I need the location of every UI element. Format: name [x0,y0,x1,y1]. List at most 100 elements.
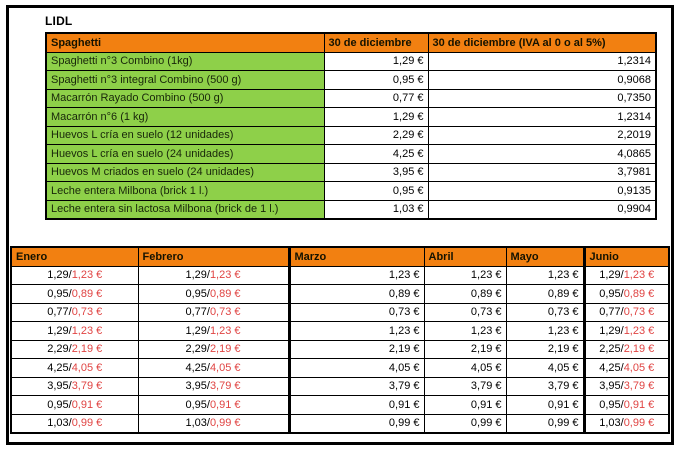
new-price: 0,73 € [623,306,655,319]
old-price: 0,95/ [599,287,624,300]
abril-price-cell: 2,19 € [423,339,507,359]
month-header-febrero: Febrero [137,246,291,267]
junio-price-cell: 1,29/1,23 € [583,265,670,285]
mayo-price-cell: 0,73 € [505,302,586,322]
marzo-price-cell: 4,05 € [288,358,425,378]
old-price: 2,25/ [599,343,624,356]
month-header-marzo: Marzo [288,246,425,267]
old-price: 0,95/ [599,398,624,411]
enero-price-cell: 1,29/1,23 € [10,321,139,341]
price-cell: 0,95 € [323,70,429,90]
product-cell: Leche entera Milbona (brick 1 l.) [45,181,325,201]
price-table-body: Spaghetti n°3 Combino (1kg) 1,29 €1,2314 S… [45,51,657,220]
febrero-price-cell: 3,95/3,79 € [137,376,291,396]
old-price: 4,25/ [47,361,72,374]
price-iva-cell: 0,7350 [427,88,657,108]
price-row: Macarrón n°6 (1 kg) 1,29 €1,2314 [45,107,657,127]
store-title: LIDL [45,14,73,28]
price-row: Huevos L cría en suelo (24 unidades) 4,25… [45,144,657,164]
price-cell: 3,95 € [323,162,429,182]
new-price: 4,05 € [209,361,241,374]
month-header-enero: Enero [10,246,139,267]
junio-price-cell: 4,25/4,05 € [583,358,670,378]
month-price-row: 3,95/3,79 €3,95/3,79 €3,79 €3,79 €3,79 €… [10,376,670,396]
months-table-body: 1,29/1,23 €1,29/1,23 €1,23 €1,23 €1,23 €… [10,265,670,434]
old-price: 0,95/ [47,287,72,300]
new-price: 4,05 € [71,361,103,374]
new-price: 2,19 € [209,343,241,356]
junio-price-cell: 1,29/1,23 € [583,321,670,341]
abril-price-cell: 3,79 € [423,376,507,396]
new-price: 1,23 € [623,324,655,337]
enero-price-cell: 0,95/0,91 € [10,395,139,415]
new-price: 1,23 € [623,269,655,282]
new-price: 1,23 € [71,269,103,282]
abril-price-cell: 1,23 € [423,321,507,341]
price-table-header: Spaghetti 30 de diciembre 30 de diciembr… [45,32,657,53]
product-cell: Huevos L cría en suelo (12 unidades) [45,125,325,145]
month-header-junio: Junio [583,246,670,267]
new-price: 0,73 € [209,306,241,319]
marzo-price-cell: 0,91 € [288,395,425,415]
old-price: 1,29/ [185,269,210,282]
months-table: Enero Febrero Marzo Abril Mayo Junio 1,2… [10,246,670,434]
price-cell: 1,03 € [323,199,429,220]
old-price: 3,95/ [185,380,210,393]
junio-price-cell: 0,95/0,91 € [583,395,670,415]
new-price: 0,91 € [623,398,655,411]
mayo-price-cell: 3,79 € [505,376,586,396]
month-price-row: 1,29/1,23 €1,29/1,23 €1,23 €1,23 €1,23 €… [10,265,670,285]
new-price: 2,19 € [623,343,655,356]
new-price: 0,89 € [209,287,241,300]
month-header-abril: Abril [423,246,507,267]
price-row: Leche entera Milbona (brick 1 l.) 0,95 €0… [45,181,657,201]
old-price: 0,95/ [47,398,72,411]
new-price: 0,91 € [209,398,241,411]
price-cell: 1,29 € [323,107,429,127]
old-price: 4,25/ [599,361,624,374]
enero-price-cell: 0,77/0,73 € [10,302,139,322]
abril-price-cell: 0,99 € [423,413,507,434]
months-table-header: Enero Febrero Marzo Abril Mayo Junio [10,246,670,267]
old-price: 1,03/ [185,417,210,430]
price-iva-cell: 0,9135 [427,181,657,201]
marzo-price-cell: 3,79 € [288,376,425,396]
price-row: Spaghetti n°3 integral Combino (500 g) 0,… [45,70,657,90]
new-price: 4,05 € [623,361,655,374]
new-price: 1,23 € [209,324,241,337]
old-price: 1,29/ [47,324,72,337]
price-iva-cell: 1,2314 [427,107,657,127]
product-cell: Huevos L cría en suelo (24 unidades) [45,144,325,164]
price-iva-cell: 0,9904 [427,199,657,220]
junio-price-cell: 0,77/0,73 € [583,302,670,322]
product-cell: Macarrón n°6 (1 kg) [45,107,325,127]
new-price: 0,99 € [623,417,655,430]
abril-price-cell: 4,05 € [423,358,507,378]
marzo-price-cell: 1,23 € [288,321,425,341]
old-price: 1,03/ [47,417,72,430]
abril-price-cell: 0,73 € [423,302,507,322]
price-iva-cell: 4,0865 [427,144,657,164]
new-price: 0,73 € [71,306,103,319]
febrero-price-cell: 1,29/1,23 € [137,265,291,285]
marzo-price-cell: 1,23 € [288,265,425,285]
price-iva-cell: 3,7981 [427,162,657,182]
enero-price-cell: 2,29/2,19 € [10,339,139,359]
header-date-iva: 30 de diciembre (IVA al 0 o al 5%) [427,32,657,53]
months-table-header-row: Enero Febrero Marzo Abril Mayo Junio [10,246,670,267]
month-header-mayo: Mayo [505,246,586,267]
header-product: Spaghetti [45,32,325,53]
old-price: 3,95/ [47,380,72,393]
new-price: 3,79 € [623,380,655,393]
month-price-row: 1,29/1,23 €1,29/1,23 €1,23 €1,23 €1,23 €… [10,321,670,341]
price-cell: 2,29 € [323,125,429,145]
new-price: 0,89 € [71,287,103,300]
old-price: 3,95/ [599,380,624,393]
old-price: 2,29/ [47,343,72,356]
price-cell: 0,95 € [323,181,429,201]
febrero-price-cell: 4,25/4,05 € [137,358,291,378]
old-price: 1,03/ [599,417,624,430]
new-price: 2,19 € [71,343,103,356]
old-price: 1,29/ [185,324,210,337]
junio-price-cell: 3,95/3,79 € [583,376,670,396]
